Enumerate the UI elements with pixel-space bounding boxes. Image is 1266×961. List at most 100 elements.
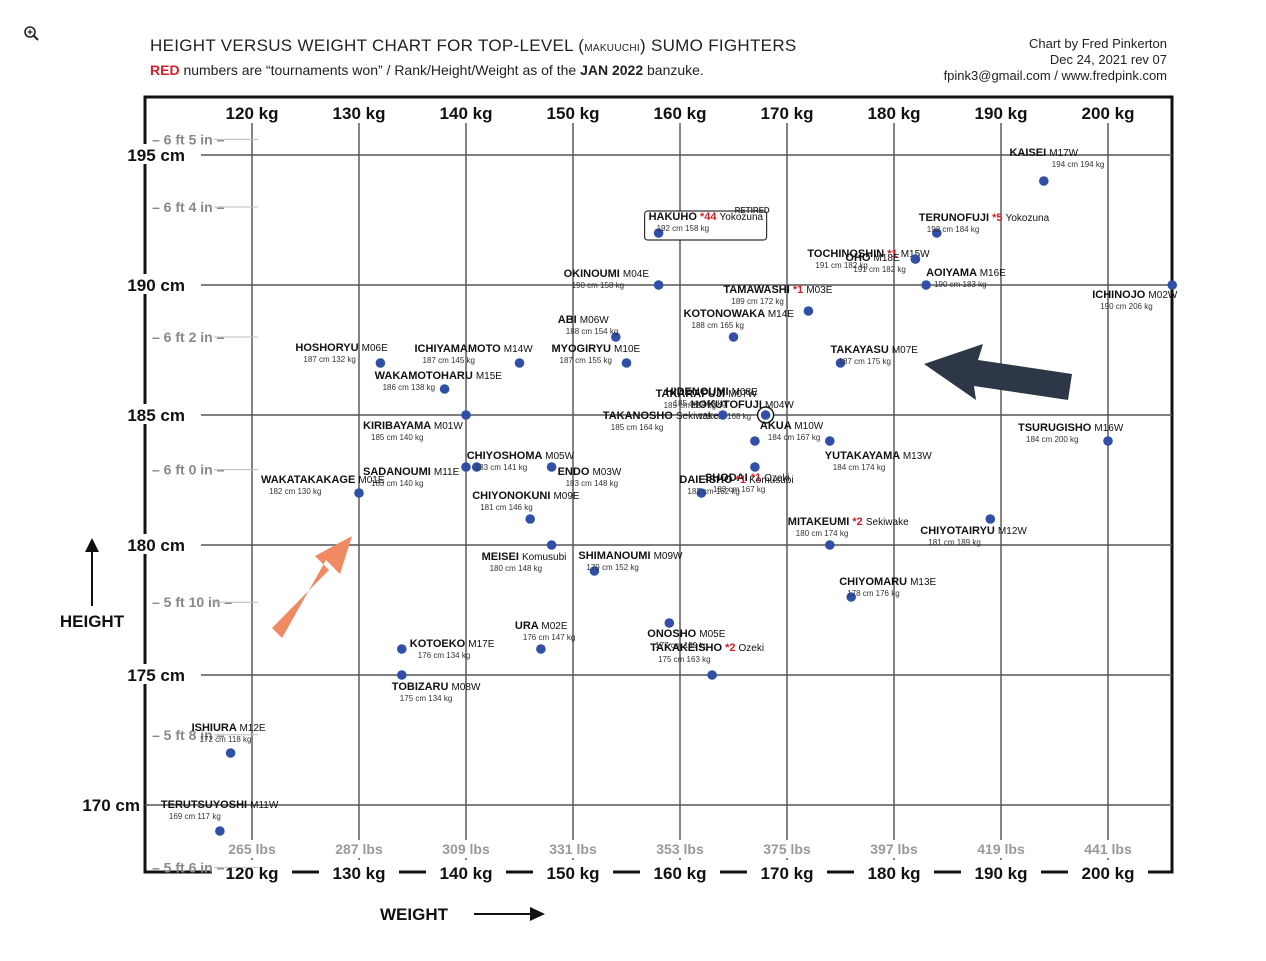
- x-tick-label-lbs: 287 lbs: [335, 841, 383, 857]
- data-point: [621, 358, 632, 368]
- point-stats-tochinoshin: 191 cm 182 kg: [815, 261, 867, 270]
- x-tick-label-lbs: 265 lbs: [228, 841, 276, 857]
- x-tick-label-bottom: 200 kg: [1082, 864, 1135, 883]
- x-tick-label-bottom: 190 kg: [975, 864, 1028, 883]
- x-tick-label-top: 180 kg: [868, 104, 921, 123]
- hakuho-box: [643, 210, 768, 241]
- point-stats-ishiura: 172 cm 118 kg: [200, 735, 252, 744]
- point-stats-wakatakakage: 182 cm 130 kg: [269, 487, 321, 496]
- x-tick-label-lbs: 441 lbs: [1084, 841, 1132, 857]
- point-label-abi: ABI M06W: [558, 314, 609, 326]
- data-point: [932, 228, 942, 238]
- x-tick-label-top: 140 kg: [440, 104, 493, 123]
- point-stats-okinoumi: 190 cm 158 kg: [572, 281, 624, 290]
- point-stats-ura: 176 cm 147 kg: [523, 633, 575, 642]
- point-stats-kiribayama: 185 cm 140 kg: [371, 433, 423, 442]
- y-tick-label-ft: – 5 ft 10 in –: [152, 594, 232, 610]
- point-label-hakuho: HAKUHO *44 Yokozuna: [649, 211, 764, 223]
- data-point: [514, 358, 525, 368]
- point-label-chiyoshoma: CHIYOSHOMA M05W: [467, 450, 575, 462]
- x-tick-label-lbs: 353 lbs: [656, 841, 704, 857]
- zoom-icon[interactable]: [22, 24, 42, 44]
- x-tick-label-bg: [961, 862, 1041, 882]
- lbs-tick-bg: [757, 840, 817, 858]
- y-tick-label-cm: 190 cm: [127, 276, 185, 295]
- x-tick-label-top: 130 kg: [333, 104, 386, 123]
- point-stats-tobizaru: 175 cm 134 kg: [400, 694, 452, 703]
- point-label-sadanoumi: SADANOUMI M11E: [363, 466, 460, 478]
- x-tick-label-bottom: 170 kg: [761, 864, 814, 883]
- chart-subtitle: RED numbers are “tournaments won” / Rank…: [150, 62, 704, 78]
- data-point: [375, 358, 386, 368]
- point-label-terutsuyoshi: TERUTSUYOSHI M11W: [161, 799, 279, 811]
- point-stats-terutsuyoshi: 169 cm 117 kg: [169, 812, 221, 821]
- point-label-chiyomaru: CHIYOMARU M13E: [839, 576, 936, 588]
- y-tick-label-ft: – 5 ft 8 in –: [152, 727, 225, 743]
- point-label-chiyonokuni: CHIYONOKUNI M09E: [472, 490, 580, 502]
- point-stats-kotonowaka: 188 cm 165 kg: [692, 321, 744, 330]
- y-tick-label-ft: – 5 ft 6 in –: [152, 859, 225, 875]
- point-stats-myogiryu: 187 cm 155 kg: [560, 356, 612, 365]
- data-point: [525, 514, 535, 524]
- point-stats-shimanoumi: 179 cm 152 kg: [586, 563, 638, 572]
- chart-credit: Chart by Fred Pinkerton Dec 24, 2021 rev…: [944, 36, 1167, 84]
- data-point: [835, 358, 846, 368]
- data-point: [985, 514, 996, 524]
- point-stats-sadanoumi: 183 cm 140 kg: [371, 479, 423, 488]
- point-label-daieisho: DAIEISHO *1 Komusubi: [679, 474, 793, 486]
- x-tick-label-bottom: 160 kg: [654, 864, 707, 883]
- y-axis-title: HEIGHT: [60, 612, 125, 631]
- point-label-wakatakakage: WAKATAKAKAGE M01E: [261, 474, 385, 486]
- point-label-takarafuji: TAKARAFUJI M07W: [656, 388, 758, 400]
- x-tick-label-lbs: 331 lbs: [549, 841, 597, 857]
- point-stats-chiyomaru: 178 cm 176 kg: [847, 589, 899, 598]
- point-label-tobizaru: TOBIZARU M08W: [392, 681, 481, 693]
- point-label-hoshoryu: HOSHORYU M06E: [295, 342, 388, 354]
- lbs-tick-bg: [329, 840, 389, 858]
- y-tick-label-cm: 175 cm: [127, 666, 185, 685]
- point-label-shimanoumi: SHIMANOUMI M09W: [578, 550, 683, 562]
- data-point: [611, 332, 621, 342]
- x-tick-label-lbs: 375 lbs: [763, 841, 811, 857]
- point-label-kaisei: KAISEI M17W: [1009, 147, 1078, 159]
- point-stats-chiyoshoma: 183 cm 141 kg: [475, 463, 527, 472]
- x-tick-label-lbs: 419 lbs: [977, 841, 1025, 857]
- x-tick-label-bg: [533, 862, 613, 882]
- y-tick-label-cm: 195 cm: [127, 146, 185, 165]
- point-label-shodai: SHODAI *1 Ozeki: [705, 472, 790, 484]
- x-tick-label-bg: [854, 862, 934, 882]
- y-tick-bg: [133, 404, 201, 424]
- y-tick-label-ft: – 6 ft 0 in –: [152, 462, 225, 478]
- point-label-oho: OHO M18E: [845, 252, 900, 264]
- point-label-ichinojo: ICHINOJO M02W: [1092, 289, 1178, 301]
- point-stats-kaisei: 194 cm 194 kg: [1052, 160, 1104, 169]
- point-stats-kotoeko: 176 cm 134 kg: [418, 651, 470, 660]
- data-point: [910, 254, 921, 264]
- y-tick-bg: [133, 274, 201, 294]
- point-stats-daieisho: 182 cm 162 kg: [687, 487, 739, 496]
- point-stats-mitakeumi: 180 cm 174 kg: [796, 529, 848, 538]
- point-stats-hoshoryu: 187 cm 132 kg: [303, 355, 355, 364]
- x-tick-label-top: 150 kg: [547, 104, 600, 123]
- lbs-tick-bg: [650, 840, 710, 858]
- point-label-ichiyamamoto: ICHIYAMAMOTO M14W: [415, 343, 534, 355]
- lbs-tick-bg: [971, 840, 1031, 858]
- x-tick-label-bottom: 130 kg: [333, 864, 386, 883]
- point-label-akua: AKUA M10W: [760, 420, 824, 432]
- x-tick-label-top: 170 kg: [761, 104, 814, 123]
